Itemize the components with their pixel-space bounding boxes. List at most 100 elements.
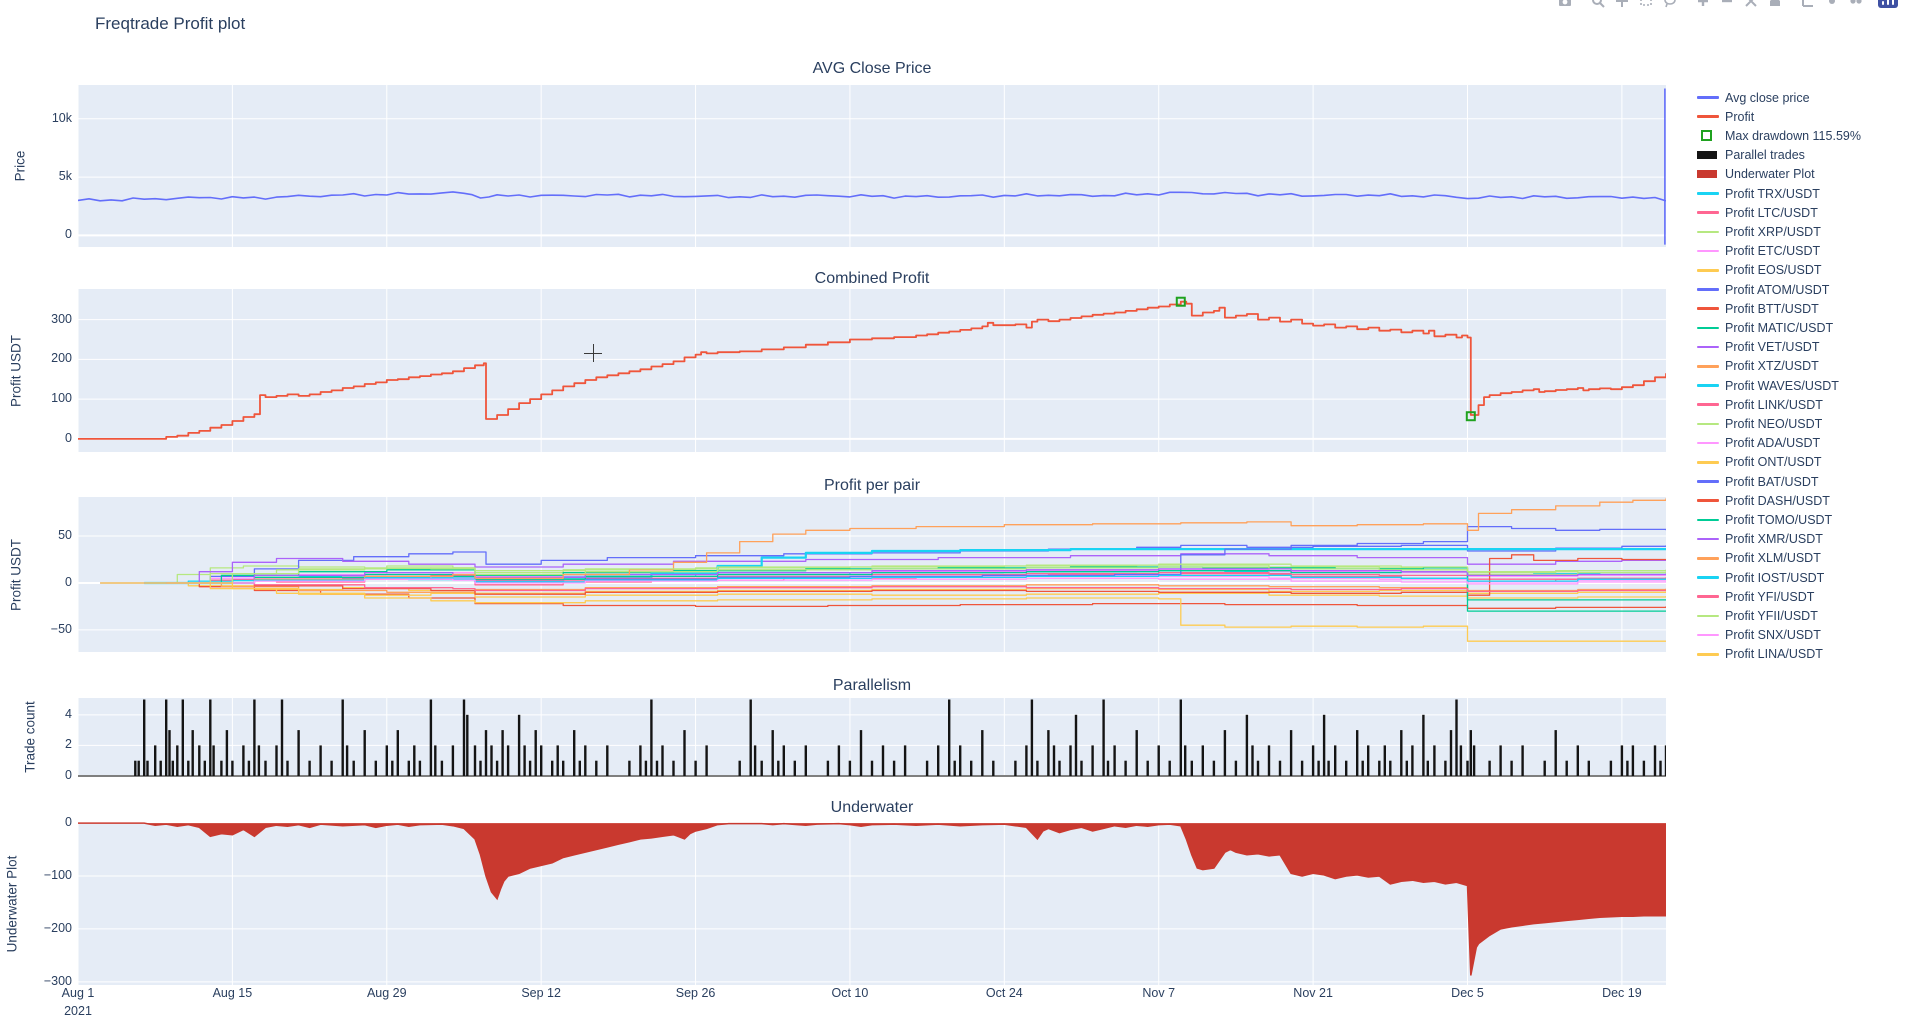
legend-label: Profit VET/USDT — [1725, 340, 1820, 355]
legend-line-swatch — [1697, 537, 1719, 541]
legend-line-swatch — [1697, 499, 1719, 502]
legend-label: Profit WAVES/USDT — [1725, 378, 1839, 393]
legend-item-profit-btt-usdt[interactable]: Profit BTT/USDT — [1697, 299, 1819, 318]
hover-compare-icon[interactable] — [1845, 0, 1866, 8]
legend-item-profit-link-usdt[interactable]: Profit LINK/USDT — [1697, 395, 1823, 414]
legend-item-profit-ltc-usdt[interactable]: Profit LTC/USDT — [1697, 203, 1818, 222]
legend-item-profit-lina-usdt[interactable]: Profit LINA/USDT — [1697, 645, 1823, 664]
y-tick-label: 0 — [65, 815, 72, 830]
legend-item-profit-dash-usdt[interactable]: Profit DASH/USDT — [1697, 491, 1830, 510]
legend-line-swatch — [1697, 403, 1719, 406]
camera-icon[interactable] — [1554, 0, 1575, 8]
box-select-icon[interactable] — [1635, 0, 1656, 8]
legend-line-swatch — [1697, 557, 1719, 560]
zoom-icon[interactable] — [1587, 0, 1608, 8]
legend-line-swatch — [1697, 211, 1719, 214]
legend-line-swatch — [1697, 230, 1719, 234]
y-tick-label: 0 — [65, 430, 72, 445]
legend-item-profit-tomo-usdt[interactable]: Profit TOMO/USDT — [1697, 510, 1832, 529]
legend-line-swatch — [1697, 633, 1719, 637]
legend-item-max-drawdown-115-59-[interactable]: Max drawdown 115.59% — [1697, 126, 1861, 145]
legend-item-profit-yfii-usdt[interactable]: Profit YFII/USDT — [1697, 606, 1818, 625]
legend-line-swatch — [1697, 249, 1719, 253]
legend-thick-swatch — [1697, 151, 1717, 160]
legend-label: Profit NEO/USDT — [1725, 416, 1823, 431]
legend-item-profit-eos-usdt[interactable]: Profit EOS/USDT — [1697, 261, 1822, 280]
legend-label: Profit EOS/USDT — [1725, 263, 1822, 278]
legend-item-profit-neo-usdt[interactable]: Profit NEO/USDT — [1697, 414, 1822, 433]
legend-item-avg-close-price[interactable]: Avg close price — [1697, 88, 1810, 107]
y-tick-label: −50 — [50, 621, 72, 636]
max-drawdown-marker-swatch — [1701, 130, 1712, 142]
hover-closest-icon[interactable] — [1821, 0, 1842, 8]
legend-label: Profit LTC/USDT — [1725, 205, 1818, 220]
legend-item-underwater-plot[interactable]: Underwater Plot — [1697, 165, 1815, 184]
legend-line-swatch — [1697, 480, 1719, 483]
legend-label: Underwater Plot — [1725, 167, 1815, 182]
x-tick-label: Sep 26 — [675, 986, 716, 1000]
legend-item-profit-trx-usdt[interactable]: Profit TRX/USDT — [1697, 184, 1820, 203]
modebar-group — [1554, 0, 1575, 8]
legend-label: Parallel trades — [1725, 148, 1805, 163]
legend-line-swatch — [1697, 326, 1719, 330]
legend-line-swatch — [1697, 518, 1719, 522]
legend-label: Profit SNX/USDT — [1725, 628, 1821, 643]
plot-area-underwater[interactable] — [78, 822, 1666, 985]
spikelines-icon[interactable] — [1797, 0, 1818, 8]
legend-item-parallel-trades[interactable]: Parallel trades — [1697, 146, 1805, 165]
legend-item-profit-snx-usdt[interactable]: Profit SNX/USDT — [1697, 626, 1821, 645]
y-tick-label: 4 — [65, 706, 72, 721]
legend-item-profit-ont-usdt[interactable]: Profit ONT/USDT — [1697, 453, 1822, 472]
pan-icon[interactable] — [1611, 0, 1632, 8]
legend-item-profit[interactable]: Profit — [1697, 107, 1754, 126]
legend-item-profit-vet-usdt[interactable]: Profit VET/USDT — [1697, 338, 1819, 357]
legend-label: Profit LINK/USDT — [1725, 397, 1823, 412]
legend-line-swatch — [1697, 576, 1719, 579]
plotly-logo[interactable] — [1878, 0, 1898, 8]
legend-label: Avg close price — [1725, 90, 1810, 105]
legend-line-swatch — [1697, 461, 1719, 464]
x-tick-label: Dec 5 — [1451, 986, 1484, 1000]
legend-item-profit-xlm-usdt[interactable]: Profit XLM/USDT — [1697, 549, 1821, 568]
legend-label: Profit BTT/USDT — [1725, 301, 1819, 316]
y-tick-label: −200 — [43, 920, 72, 935]
legend-item-profit-atom-usdt[interactable]: Profit ATOM/USDT — [1697, 280, 1829, 299]
y-tick-label: 10k — [51, 110, 72, 125]
legend-label: Profit ETC/USDT — [1725, 244, 1821, 259]
legend-label: Profit ADA/USDT — [1725, 436, 1821, 451]
plot-area-profit-per-pair[interactable] — [78, 497, 1666, 652]
y-tick-label: 300 — [51, 311, 72, 326]
legend-item-profit-etc-usdt[interactable]: Profit ETC/USDT — [1697, 242, 1820, 261]
cursor-vertical-line — [593, 344, 595, 362]
zoom-in-icon[interactable] — [1692, 0, 1713, 8]
plot-area-avg-close-price[interactable] — [78, 85, 1666, 247]
legend-item-profit-xmr-usdt[interactable]: Profit XMR/USDT — [1697, 530, 1823, 549]
legend-item-profit-xrp-usdt[interactable]: Profit XRP/USDT — [1697, 222, 1821, 241]
legend-label: Profit — [1725, 109, 1755, 124]
zoom-out-icon[interactable] — [1716, 0, 1737, 8]
reset-axes-icon[interactable] — [1764, 0, 1785, 8]
legend-item-profit-ada-usdt[interactable]: Profit ADA/USDT — [1697, 434, 1820, 453]
plot-area-combined-profit[interactable] — [78, 289, 1666, 452]
autoscale-icon[interactable] — [1740, 0, 1761, 8]
legend-label: Profit MATIC/USDT — [1725, 320, 1834, 335]
legend-item-profit-yfi-usdt[interactable]: Profit YFI/USDT — [1697, 587, 1814, 606]
subplot-title-profit-per-pair: Profit per pair — [823, 477, 921, 494]
lasso-icon[interactable] — [1659, 0, 1680, 8]
x-tick-label: Oct 10 — [831, 986, 869, 1000]
legend-line-swatch — [1697, 441, 1719, 445]
plot-area-parallelism[interactable] — [78, 698, 1666, 776]
subplot-title-parallelism: Parallelism — [832, 677, 912, 694]
legend-label: Profit ATOM/USDT — [1725, 282, 1830, 297]
legend-item-profit-matic-usdt[interactable]: Profit MATIC/USDT — [1697, 318, 1833, 337]
legend-line-swatch — [1697, 365, 1719, 368]
y-tick-label: 50 — [58, 527, 72, 542]
legend-line-swatch — [1697, 345, 1719, 349]
legend-line-swatch — [1697, 96, 1719, 99]
legend-item-profit-waves-usdt[interactable]: Profit WAVES/USDT — [1697, 376, 1839, 395]
modebar-group — [1797, 0, 1866, 8]
legend-item-profit-iost-usdt[interactable]: Profit IOST/USDT — [1697, 568, 1824, 587]
y-tick-label: 0 — [65, 227, 72, 242]
legend-item-profit-bat-usdt[interactable]: Profit BAT/USDT — [1697, 472, 1819, 491]
legend-item-profit-xtz-usdt[interactable]: Profit XTZ/USDT — [1697, 357, 1819, 376]
